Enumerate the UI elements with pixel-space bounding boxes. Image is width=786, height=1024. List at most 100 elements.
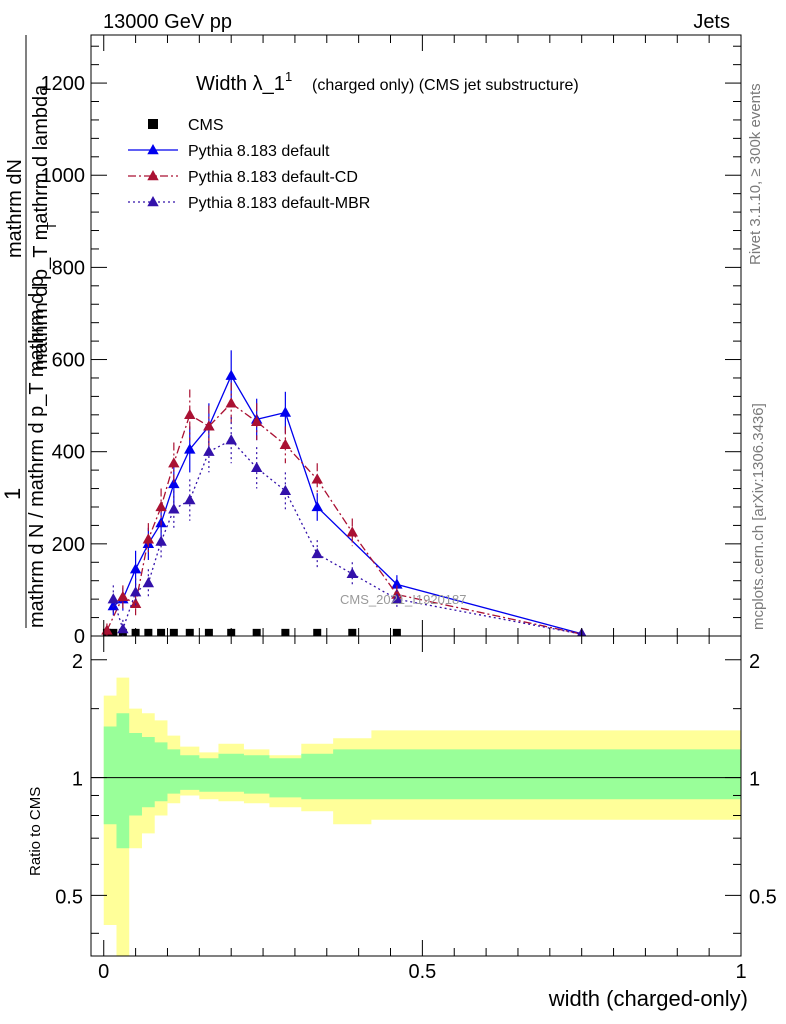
data-point-square [144,628,153,636]
data-point-square [169,628,178,636]
legend: CMS Pythia 8.183 default Pythia 8.183 defa… [128,117,370,212]
data-point-square [185,628,194,636]
legend-item: Pythia 8.183 default-MBR [128,195,370,212]
data-point-triangle [279,406,292,417]
mcplots-label: mcplots.cern.ch [arXiv:1306.3436] [750,403,767,630]
legend-item: CMS [148,117,224,134]
data-point-triangle [107,593,120,604]
series-pythia-8-183-default-mbr [107,417,587,636]
legend-marker-triangle [147,144,159,155]
legend-marker-triangle [147,196,159,207]
legend-label: Pythia 8.183 default-MBR [188,195,370,212]
main-plot: CMS_2021_I1920187 0 200 400 600 800 1000 1200 [41,34,742,648]
title-sup: 1 [285,69,292,84]
data-point-triangle [346,567,358,578]
x-tick-label: 0 [98,961,109,983]
data-point-triangle [142,577,155,588]
data-point-triangle [168,477,180,489]
ylabel-sub-t: T [44,222,59,230]
title-main: Width λ_1 [196,73,285,95]
data-point-square [109,628,118,636]
y-tick-label: 1000 [41,165,86,187]
data-point-triangle [225,369,237,380]
rivet-label: Rivet 3.1.10, ≥ 300k events [747,83,764,265]
data-point-triangle [168,457,180,468]
data-point-triangle [184,443,196,454]
y-tick-label: 1200 [41,73,86,95]
ratio-y-tick-label-left: 2 [72,651,83,673]
data-point-triangle [107,600,120,611]
plot-title: Width λ_11 (charged only) (CMS jet subst… [196,69,579,95]
x-tick-label: 0.5 [408,961,436,983]
data-point-triangle [225,434,237,445]
legend-marker-square [148,119,158,129]
y-tick-label: 600 [52,350,85,372]
legend-item: Pythia 8.183 default [128,143,330,160]
data-point-square [252,628,261,636]
ylabel-line1: mathrm dN [4,159,26,258]
ylabel-line2: mathrm d p_T mathrm d lambda [30,84,52,370]
header-right: Jets [693,11,730,33]
data-point-triangle [311,500,323,512]
ratio-y-tick-label-right: 2 [749,651,760,673]
ratio-y-tick-label-left: 0.5 [55,886,83,908]
ratio-y-tick-label-left: 1 [72,769,83,791]
data-point-square [204,628,213,636]
title-sub: (charged only) (CMS jet substructure) [312,77,579,94]
data-point-triangle [184,408,196,420]
watermark: CMS_2021_I1920187 [340,592,467,607]
y-axis-label: 1 mathrm dN mathrm d p_T mathrm d lambda… [0,35,59,628]
data-point-square [313,628,322,636]
ratio-y-tick-label-right: 0.5 [749,886,777,908]
data-point-triangle [203,445,215,456]
data-point-triangle [129,597,142,608]
data-point-triangle [250,415,263,426]
ratio-plot: 0.5 0.5 1 1 2 2 0 0.5 1 Ratio to CMS width (char… [27,635,777,1011]
data-point-triangle [155,535,167,546]
uncertainty-band-inner [103,713,741,849]
data-point-triangle [203,420,215,431]
ratio-ylabel: Ratio to CMS [27,787,44,876]
data-point-triangle [117,623,129,634]
data-point-triangle [155,500,167,512]
data-point-square [348,628,357,636]
data-point-triangle [391,578,403,589]
data-point-triangle [168,503,180,514]
data-point-triangle [250,461,263,473]
legend-item: Pythia 8.183 default-CD [128,169,358,186]
header-left: 13000 GeV pp [103,11,232,33]
svg-text:Width λ_11: Width λ_11 [196,69,292,95]
ylabel-numerator: 1 [0,488,25,500]
series-line [112,374,582,635]
series-line [106,402,582,635]
data-point-triangle [225,397,237,408]
legend-label: Pythia 8.183 default-CD [188,169,358,186]
series-line [112,439,582,635]
x-axis-label: width (charged-only) [548,986,748,1011]
data-point-triangle [346,526,358,537]
y-tick-label: 800 [52,257,85,279]
data-point-triangle [391,593,403,604]
data-point-triangle [279,438,292,449]
ratio-frame [90,635,742,957]
uncertainty-band-outer [103,677,741,956]
data-point-triangle [129,586,142,597]
data-point-triangle [279,484,292,496]
data-point-triangle [117,590,129,602]
y-tick-label: 200 [52,534,85,556]
data-point-triangle [311,473,323,484]
y-tick-label: 0 [74,626,85,648]
data-point-triangle [129,563,142,574]
data-point-triangle [311,547,323,559]
legend-label: CMS [188,117,224,134]
data-point-square [281,628,290,636]
ratio-y-tick-label-right: 1 [749,769,760,791]
x-tick-label: 1 [735,961,746,983]
data-point-triangle [184,494,196,505]
data-point-triangle [142,533,155,544]
data-point-square [157,628,166,636]
y-tick-label: 400 [52,442,85,464]
data-point-square [392,628,401,636]
ylabel-denominator: mathrm d N / mathrm d p_T mathrm d p [26,276,48,628]
